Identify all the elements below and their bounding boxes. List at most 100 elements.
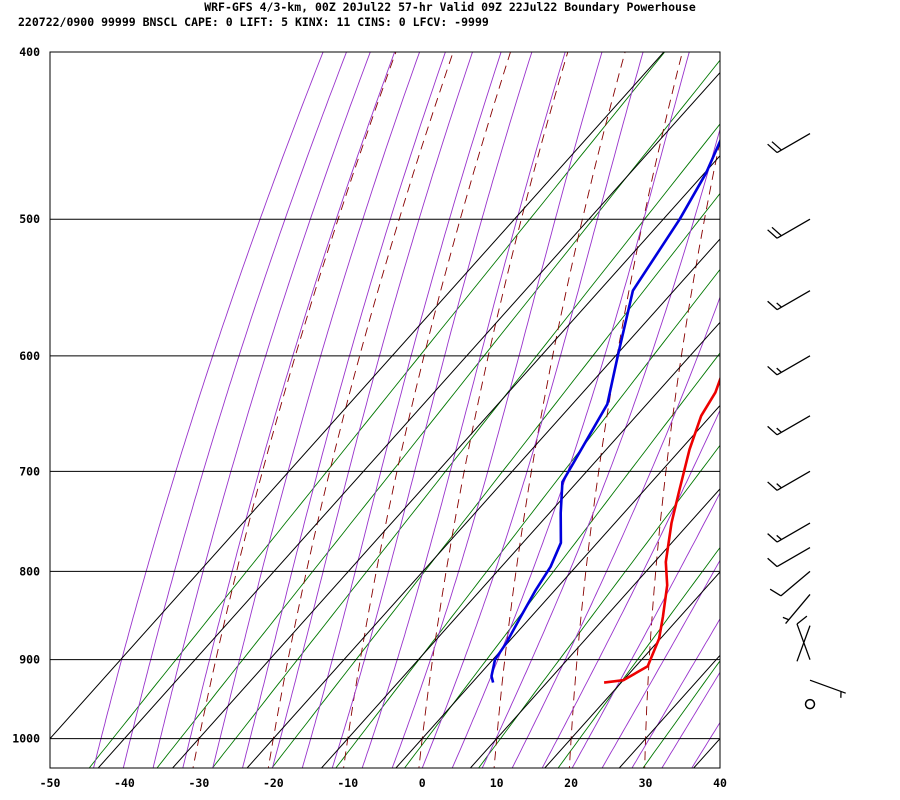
wind-barb: [767, 470, 811, 491]
mixing-ratio-line: [156, 59, 720, 768]
x-tick-label: 30: [639, 776, 653, 790]
barb-staff: [796, 623, 811, 660]
x-tick-label: 10: [490, 776, 504, 790]
moist-adiabat-line: [182, 52, 396, 768]
dry-adiabat-line: [192, 52, 397, 768]
barb-flag: [767, 229, 778, 239]
barb-flag: [767, 481, 778, 491]
temperature-profile-line: [603, 375, 720, 684]
barb-half-flag: [776, 427, 782, 433]
plot-frame: [49, 51, 721, 769]
barb-flag: [767, 425, 778, 436]
moist-adiabat-line: [93, 52, 324, 768]
wind-barb: [769, 570, 811, 597]
barb-staff: [776, 522, 811, 543]
mixing-ratio-line: [88, 52, 666, 768]
moist-adiabat-line: [541, 409, 720, 768]
x-tick-label: 20: [564, 776, 578, 790]
barb-staff: [776, 133, 811, 154]
y-tick-label: 400: [19, 45, 40, 59]
x-tick-label: -20: [263, 776, 284, 790]
x-tick-label: -30: [188, 776, 209, 790]
mixing-ratio-line: [557, 546, 720, 768]
moist-adiabat-line: [331, 52, 533, 768]
chart-title: WRF-GFS 4/3-km, 00Z 20Jul22 57-hr Valid …: [204, 0, 696, 14]
dry-adiabat-line: [418, 52, 569, 768]
moist-adiabat-line: [361, 52, 566, 768]
barb-half-flag: [776, 367, 782, 373]
mixing-ratio-line: [478, 444, 720, 768]
wind-barb: [767, 355, 811, 376]
y-tick-label: 1000: [12, 732, 40, 746]
x-tick-label: -40: [114, 776, 135, 790]
barb-flag: [796, 615, 808, 625]
x-tick-label: -50: [40, 776, 61, 790]
moist-adiabat-line: [271, 52, 473, 768]
moist-adiabat-line: [511, 295, 720, 768]
y-tick-label: 900: [19, 653, 40, 667]
isotherm-gridline: [321, 321, 720, 768]
x-tick-label: 40: [713, 776, 727, 790]
barb-half-flag: [776, 534, 782, 541]
y-tick-label: 500: [19, 212, 40, 226]
background-lines: [88, 14, 900, 776]
dry-adiabat-line: [644, 139, 720, 768]
barb-flag: [771, 141, 782, 151]
barb-staff: [776, 290, 811, 311]
dry-adiabat-line: [794, 14, 862, 776]
barb-flag: [767, 143, 778, 154]
mixing-ratio-line: [335, 268, 720, 768]
barb-flag: [767, 365, 778, 376]
barb-flag: [771, 226, 782, 237]
dry-adiabat-line: [719, 702, 720, 768]
dewpoint-profile-line: [490, 138, 720, 683]
dry-adiabat-line: [267, 52, 454, 768]
moist-adiabat-line: [661, 671, 720, 768]
barb-half-flag: [782, 616, 790, 621]
moist-adiabat-line: [301, 52, 502, 768]
moist-adiabat-line: [242, 52, 446, 768]
barb-flag: [767, 533, 778, 543]
wind-barbs: [767, 133, 846, 710]
moist-adiabat-line: [631, 617, 720, 768]
barb-staff: [785, 594, 811, 624]
axis-ticks: -50 -40 -30 -20 -10 0 10 20 30 40 400 500 600 700 800 9…: [12, 45, 727, 790]
wind-barb: [767, 133, 811, 154]
wind-barb: [767, 218, 811, 239]
barb-staff: [809, 679, 846, 694]
dry-adiabat-line: [865, 14, 900, 776]
wind-barb: [767, 290, 811, 311]
mixing-ratio-line: [404, 352, 720, 768]
wind-barb: [796, 615, 811, 660]
isotherm-gridline: [172, 155, 720, 768]
dry-adiabat-line: [493, 52, 626, 768]
wind-barb: [767, 522, 811, 543]
wind-barb: [782, 594, 811, 624]
isotherm-gridline: [470, 488, 720, 768]
moist-adiabat-line: [601, 559, 720, 768]
barb-staff: [776, 218, 811, 239]
mixing-ratio-line: [642, 660, 720, 768]
moist-adiabat-line: [481, 127, 720, 768]
barb-flag: [769, 588, 782, 597]
grid: [50, 52, 720, 768]
y-tick-label: 600: [19, 349, 40, 363]
wind-barb: [809, 679, 846, 698]
mixing-ratio-line: [211, 123, 720, 768]
barb-staff: [776, 355, 811, 376]
moist-adiabat-line: [691, 721, 720, 768]
calm-wind-circle: [804, 698, 816, 710]
moist-adiabat-line: [212, 52, 421, 768]
dry-adiabat-line: [343, 52, 511, 768]
barb-staff: [776, 415, 811, 436]
y-tick-label: 700: [19, 464, 40, 478]
barb-flag: [767, 557, 778, 568]
mixing-ratio-line: [271, 192, 720, 768]
isotherm-gridline: [246, 238, 720, 768]
moist-adiabat-line: [421, 52, 644, 768]
moist-adiabat-line: [717, 14, 900, 776]
isotherm-gridline: [97, 71, 720, 768]
wind-barb: [767, 415, 811, 436]
moist-adiabat-line: [122, 52, 347, 768]
